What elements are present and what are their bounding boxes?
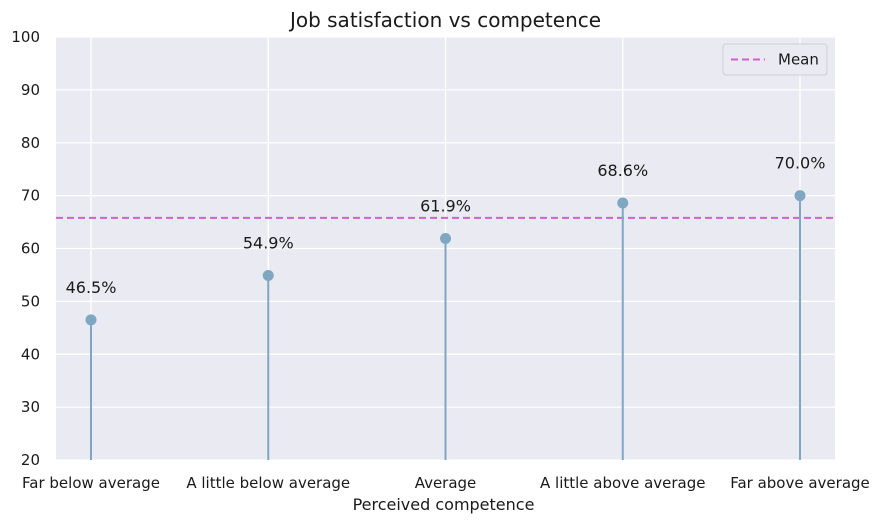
x-tick-labels: Far below average A little below average A… [22,474,870,492]
x-tick-label: A little below average [186,474,350,492]
x-tick-label: A little above average [540,474,705,492]
legend-mean-label: Mean [778,51,819,69]
stems [90,195,801,460]
data-label: 70.0% [775,154,826,173]
data-label: 54.9% [243,233,294,252]
data-label: 68.6% [597,161,648,180]
lollipop-point [794,190,806,202]
points [85,190,806,326]
y-tick-label: 40 [21,345,40,363]
lollipop-point [617,197,629,209]
x-tick-label: Far above average [730,474,870,492]
y-tick-label: 20 [21,451,40,469]
y-tick-label: 100 [11,28,40,46]
legend-box [722,43,828,76]
y-tick-label: 50 [21,292,40,310]
y-tick-label: 80 [21,134,40,152]
data-labels: 46.5% 54.9% 61.9% 68.6% 70.0% [66,154,826,297]
data-label: 46.5% [66,278,117,297]
chart-title: Job satisfaction vs competence [288,8,601,32]
lollipop-point [262,269,274,281]
lollipop-point [85,314,97,326]
data-label: 61.9% [420,196,471,215]
y-tick-labels: 20 30 40 50 60 70 80 90 100 [11,28,40,469]
x-tick-label: Average [415,474,477,492]
y-tick-label: 70 [21,187,40,205]
legend: Mean [722,43,828,76]
x-axis-label: Perceived competence [353,495,535,514]
lollipop-point [440,232,451,244]
y-tick-label: 30 [21,398,40,416]
x-tick-label: Far below average [22,474,160,492]
y-tick-label: 90 [21,81,40,99]
y-tick-label: 60 [21,240,40,258]
